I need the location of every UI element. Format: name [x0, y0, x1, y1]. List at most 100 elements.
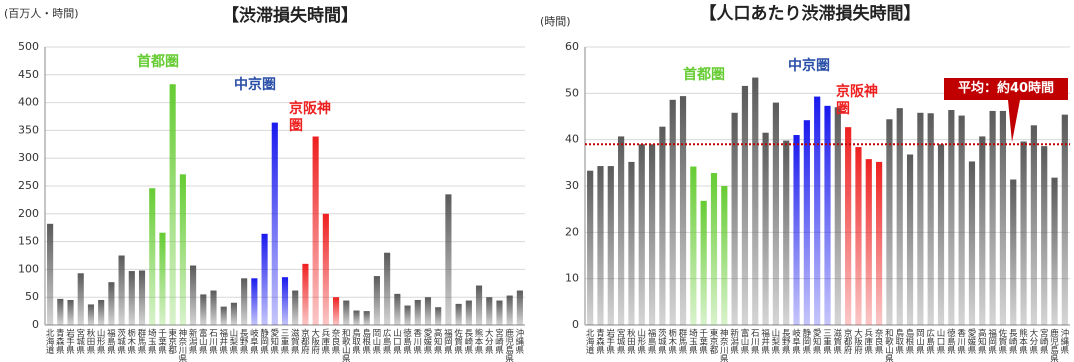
x-tick-label: 栃木県 [668, 328, 677, 356]
bar [292, 290, 299, 325]
bar [445, 194, 452, 325]
y-tick-label: 300 [18, 151, 39, 164]
x-tick-label: 宮城県 [76, 328, 85, 356]
bar [618, 136, 625, 325]
bar [906, 154, 914, 325]
bar [302, 263, 309, 325]
bar [679, 96, 687, 325]
bar [322, 213, 329, 325]
x-tick-label: 徳島県 [947, 328, 956, 356]
bar [876, 161, 883, 325]
bar [200, 294, 207, 325]
x-tick-label: 岐阜県 [250, 328, 259, 356]
bar [814, 96, 821, 326]
bar [948, 110, 955, 325]
x-tick-label: 島根県 [362, 328, 371, 356]
bar [251, 278, 258, 325]
bar [648, 144, 656, 325]
x-tick-label: 沖縄県 [516, 328, 525, 356]
x-tick-label: 岡山県 [373, 329, 382, 356]
bar [741, 85, 749, 325]
x-tick-label: 長崎県 [465, 329, 474, 356]
x-tick-label: 茨城県 [117, 328, 126, 356]
x-tick-label: 岩手県 [607, 328, 616, 356]
x-tick-label: 群馬県 [679, 328, 688, 356]
bar [465, 300, 472, 325]
bar [669, 99, 676, 325]
bar [824, 105, 831, 326]
y-axis-label: (時間) [540, 15, 571, 28]
x-tick-label: 石川県 [751, 329, 760, 356]
bar [384, 252, 391, 325]
x-tick-label: 兵庫県 [322, 328, 331, 356]
bar [475, 285, 483, 325]
y-tick-label: 0 [32, 318, 39, 331]
x-tick-label: 石川県 [209, 329, 218, 356]
bar [999, 110, 1007, 325]
x-tick-label: 静岡県 [260, 328, 269, 356]
bar [1010, 179, 1017, 325]
x-tick-label: 山形県 [97, 328, 106, 356]
bar [343, 300, 350, 325]
x-tick-label: 沖縄県 [1061, 328, 1070, 356]
bar [937, 144, 945, 325]
y-axis-label: (百万人・時間) [4, 7, 79, 20]
x-tick-label: 大分県 [485, 328, 494, 356]
bar [752, 77, 759, 325]
bar [373, 276, 380, 325]
bar [1051, 177, 1058, 325]
x-tick-label: 広島県 [926, 328, 935, 356]
x-tick-label: 和歌山県 [342, 329, 351, 362]
annotation: 中京圏 [788, 58, 830, 74]
annotation: 中京圏 [234, 77, 276, 93]
bar [793, 135, 800, 325]
bar [57, 298, 64, 325]
x-tick-label: 茨城県 [658, 328, 667, 356]
x-tick-label: 宮崎県 [1040, 328, 1049, 356]
y-tick-label: 10 [565, 272, 579, 285]
y-tick-label: 40 [565, 133, 579, 146]
bar [700, 200, 707, 325]
x-tick-label: 佐賀県 [999, 328, 1008, 356]
bar [587, 170, 594, 325]
x-tick-label: 大阪府 [311, 328, 320, 356]
x-tick-label: 神奈川県 [179, 328, 188, 362]
bar [516, 290, 523, 325]
x-tick-label: 滋賀県 [834, 328, 843, 356]
bar [865, 159, 872, 325]
bar [597, 166, 604, 325]
bar [638, 144, 645, 325]
x-tick-label: 佐賀県 [454, 328, 463, 356]
chart-title: 【渋滞損失時間】 [222, 5, 358, 26]
x-tick-label: 新潟県 [189, 328, 198, 356]
bar [1041, 146, 1048, 325]
bar [404, 305, 411, 325]
x-tick-label: 山口県 [937, 328, 946, 356]
bar [731, 112, 738, 325]
x-tick-label: 秋田県 [627, 328, 636, 356]
x-tick-label: 群馬県 [138, 328, 147, 356]
bar [855, 147, 862, 325]
x-tick-label: 島根県 [906, 328, 915, 356]
x-tick-label: 高知県 [434, 328, 443, 356]
x-tick-label: 鹿児島県 [1050, 328, 1059, 362]
bar [281, 277, 289, 325]
bar [179, 174, 186, 325]
y-tick-label: 250 [18, 179, 39, 192]
bar [486, 297, 493, 325]
x-tick-label: 奈良県 [332, 328, 341, 356]
annotation: 京阪神圏 [289, 101, 331, 134]
x-tick-label: 岩手県 [66, 328, 75, 356]
x-tick-label: 大阪府 [854, 328, 863, 356]
x-tick-label: 福島県 [648, 328, 657, 356]
bar [424, 297, 432, 325]
x-tick-label: 富山県 [199, 328, 208, 356]
y-tick-label: 450 [18, 68, 39, 81]
callout-pointer [1008, 100, 1020, 143]
annotation: 首都圏 [137, 54, 179, 70]
bar [98, 299, 105, 325]
bar [87, 304, 95, 325]
x-tick-label: 熊本県 [475, 328, 484, 356]
bar [628, 161, 635, 325]
